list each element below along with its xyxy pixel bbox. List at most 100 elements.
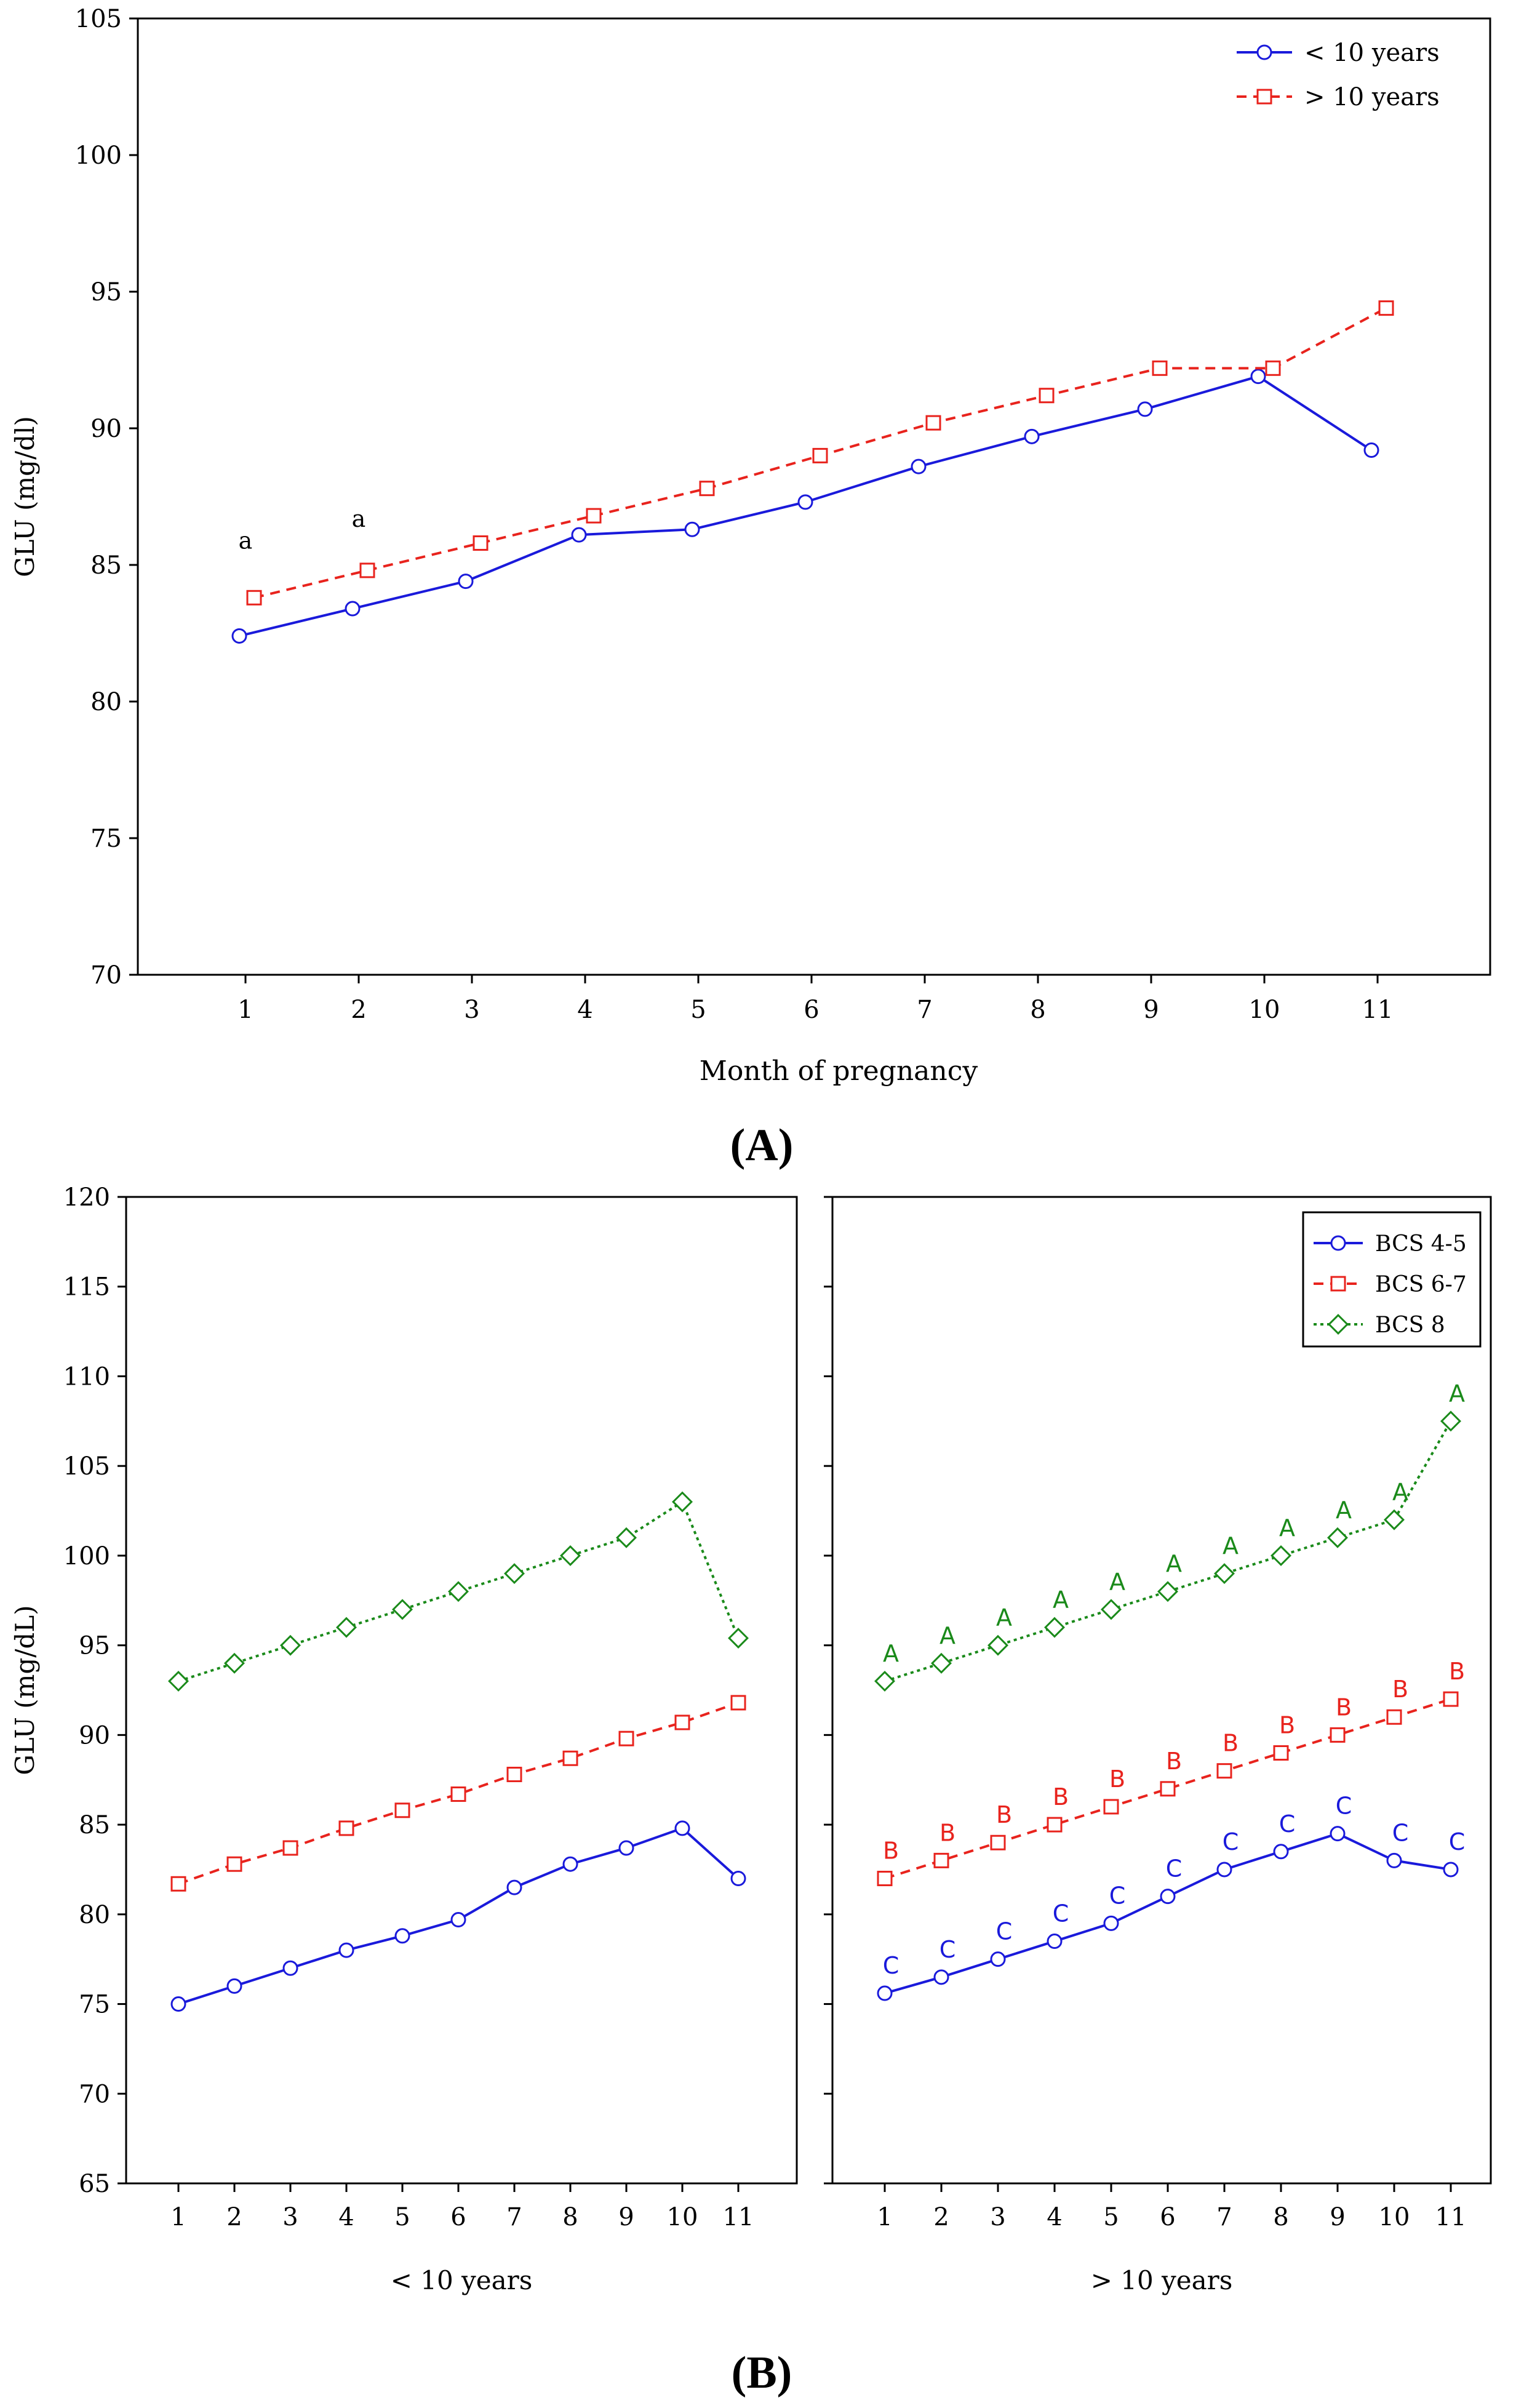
square-marker xyxy=(226,1856,242,1872)
diamond-marker xyxy=(1327,1527,1348,1548)
x-tick-label: 1 xyxy=(170,2203,186,2231)
circle-marker xyxy=(394,1928,410,1944)
circle-marker xyxy=(1024,428,1040,444)
significance-letter: a xyxy=(239,527,253,554)
legend: BCS 4-5 BCS 6-7 BCS 8 xyxy=(1302,1211,1482,1348)
legend-label: < 10 years xyxy=(1304,39,1440,67)
circle-marker xyxy=(571,527,587,543)
square-marker xyxy=(1443,1691,1459,1707)
y-tick-label: 65 xyxy=(79,2170,110,2198)
circle-marker xyxy=(1103,1915,1119,1931)
significance-letter: B xyxy=(1336,1694,1352,1721)
square-marker xyxy=(812,447,828,463)
significance-letter: B xyxy=(1449,1658,1465,1685)
significance-letter: A xyxy=(940,1622,955,1649)
x-tick-label: 9 xyxy=(1330,2203,1345,2231)
x-tick-label: 1 xyxy=(237,996,253,1024)
diamond-marker xyxy=(560,1545,581,1566)
square-marker xyxy=(1256,89,1272,105)
significance-letter: C xyxy=(996,1918,1013,1945)
square-marker xyxy=(1378,300,1394,316)
square-marker xyxy=(338,1820,354,1836)
x-tick-label: 1 xyxy=(877,2203,892,2231)
diamond-marker xyxy=(1214,1563,1235,1585)
diamond-marker xyxy=(1328,1314,1349,1335)
square-marker xyxy=(699,481,715,497)
square-marker xyxy=(1103,1799,1119,1815)
significance-letter: C xyxy=(1166,1855,1183,1882)
y-tick-label: 115 xyxy=(63,1273,110,1302)
significance-letter: B xyxy=(996,1801,1012,1828)
square-marker xyxy=(1386,1709,1402,1725)
x-axis-label: > 10 years xyxy=(1091,2265,1233,2295)
panel-caption: (B) xyxy=(732,2348,792,2398)
diamond-marker xyxy=(392,1599,413,1620)
square-marker xyxy=(1047,1817,1063,1833)
circle-marker xyxy=(797,494,813,510)
y-tick-label: 120 xyxy=(63,1183,110,1212)
circle-marker xyxy=(1330,1826,1346,1842)
x-tick-label: 8 xyxy=(562,2203,578,2231)
y-tick-label: 95 xyxy=(79,1632,110,1660)
diamond-marker xyxy=(987,1634,1008,1656)
x-tick-label: 8 xyxy=(1030,996,1045,1024)
square-marker xyxy=(618,1730,634,1746)
circle-marker xyxy=(618,1840,634,1856)
x-tick-label: 7 xyxy=(917,996,932,1024)
circle-marker xyxy=(1216,1862,1232,1878)
circle-marker xyxy=(990,1951,1006,1967)
x-tick-label: 7 xyxy=(1216,2203,1232,2231)
significance-letter: A xyxy=(1392,1479,1408,1506)
significance-letter: C xyxy=(1336,1793,1352,1820)
y-tick-label: 105 xyxy=(63,1452,110,1481)
x-tick-label: 11 xyxy=(723,2203,754,2231)
significance-letter: B xyxy=(883,1838,899,1865)
y-tick-label: 100 xyxy=(63,1542,110,1570)
y-tick-label: 80 xyxy=(79,1901,110,1929)
square-marker xyxy=(586,508,602,524)
y-tick-label: 105 xyxy=(75,5,122,33)
diamond-marker xyxy=(1384,1509,1405,1530)
plot-frame xyxy=(125,1196,798,2185)
y-tick-label: 75 xyxy=(90,825,122,853)
series-line xyxy=(178,1702,739,1886)
circle-marker xyxy=(674,1820,690,1836)
facet-under-10-years: 65 70 75 80 85 90 95 100 105 110 115 120 1 2 3 4 5 6 7 8 9 10… xyxy=(63,1183,798,2295)
significance-letter: C xyxy=(1109,1882,1126,1909)
series--10-years xyxy=(231,369,1379,644)
series-bcs-4-5 xyxy=(170,1820,746,2012)
circle-marker xyxy=(1250,369,1266,385)
circle-marker xyxy=(684,521,700,537)
x-tick-label: 10 xyxy=(667,2203,698,2231)
circle-marker xyxy=(933,1969,949,1985)
significance-letter: a xyxy=(352,505,366,532)
circle-marker xyxy=(877,1985,893,2001)
significance-letter: A xyxy=(1223,1532,1239,1559)
series-bcs-6-7 xyxy=(877,1691,1459,1887)
significance-letter: A xyxy=(1109,1568,1125,1595)
y-tick-label: 70 xyxy=(79,2080,110,2108)
square-marker xyxy=(877,1871,893,1887)
diamond-marker xyxy=(336,1617,357,1638)
circle-marker xyxy=(231,628,247,644)
series-bcs-8 xyxy=(874,1410,1461,1692)
diamond-marker xyxy=(1157,1581,1178,1602)
series-bcs-8 xyxy=(168,1491,749,1692)
legend-label: > 10 years xyxy=(1304,83,1440,111)
square-marker xyxy=(450,1786,466,1802)
significance-letter: A xyxy=(1279,1514,1295,1542)
significance-letter: C xyxy=(1279,1810,1296,1838)
legend-label: BCS 4-5 xyxy=(1375,1231,1467,1257)
significance-letter: A xyxy=(1449,1380,1465,1407)
diamond-marker xyxy=(168,1670,189,1692)
significance-letter: C xyxy=(1223,1828,1239,1855)
square-marker xyxy=(1330,1276,1346,1292)
x-tick-label: 11 xyxy=(1435,2203,1467,2231)
significance-letter: B xyxy=(1109,1766,1125,1793)
square-marker xyxy=(1273,1745,1289,1761)
x-tick-label: 6 xyxy=(804,996,819,1024)
y-tick-label: 80 xyxy=(90,688,122,716)
square-marker xyxy=(730,1695,746,1711)
x-tick-label: 8 xyxy=(1273,2203,1288,2231)
